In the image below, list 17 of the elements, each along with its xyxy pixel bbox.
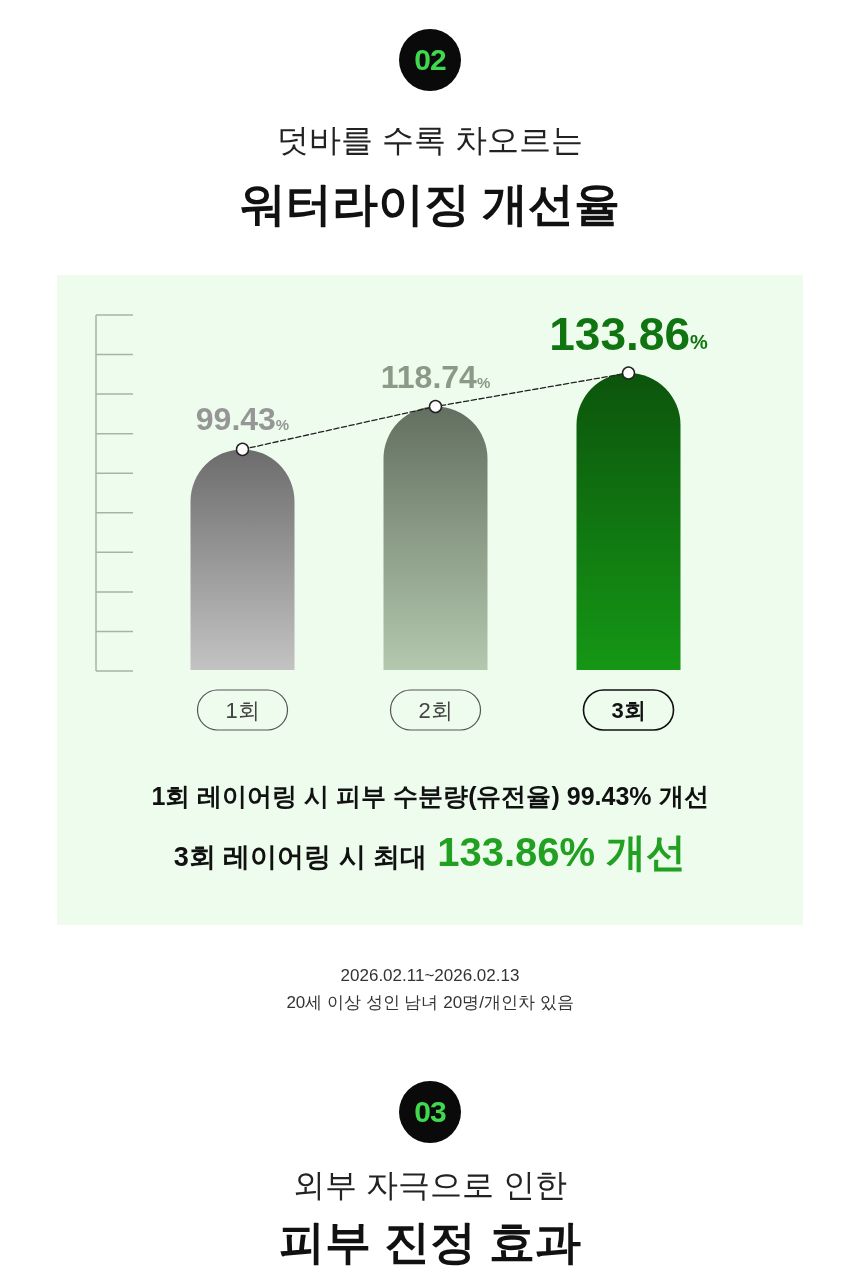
circle-badge: 02 (399, 29, 461, 91)
text: 3회 레이어링 시 최대 (173, 842, 428, 872)
data-label: 99.43% (195, 401, 290, 438)
text: 피부 진정 효과 (279, 1215, 581, 1269)
x-tick-label: 1회 (225, 697, 260, 723)
text: 2026.02.11~2026.02.13 (340, 965, 520, 987)
chart-title: 워터라이징 개선율 (239, 177, 621, 231)
data-label: 133.86% (549, 308, 708, 360)
text: 133.86% 개선 (437, 830, 687, 874)
text: 20세 이상 성인 남녀 20명/개인차 있음 (286, 992, 574, 1014)
x-tick-label: 3회 (611, 697, 646, 723)
circle-badge: 03 (399, 1081, 461, 1143)
chart-subtitle: 덧바를 수록 차오르는 (277, 121, 583, 160)
text: 1회 레이어링 시 피부 수분량(유전율) 99.43% 개선 (151, 781, 709, 812)
text: 외부 자극으로 인한 (293, 1166, 567, 1205)
data-label: 118.74% (380, 358, 491, 395)
x-tick-label: 2회 (418, 697, 453, 723)
